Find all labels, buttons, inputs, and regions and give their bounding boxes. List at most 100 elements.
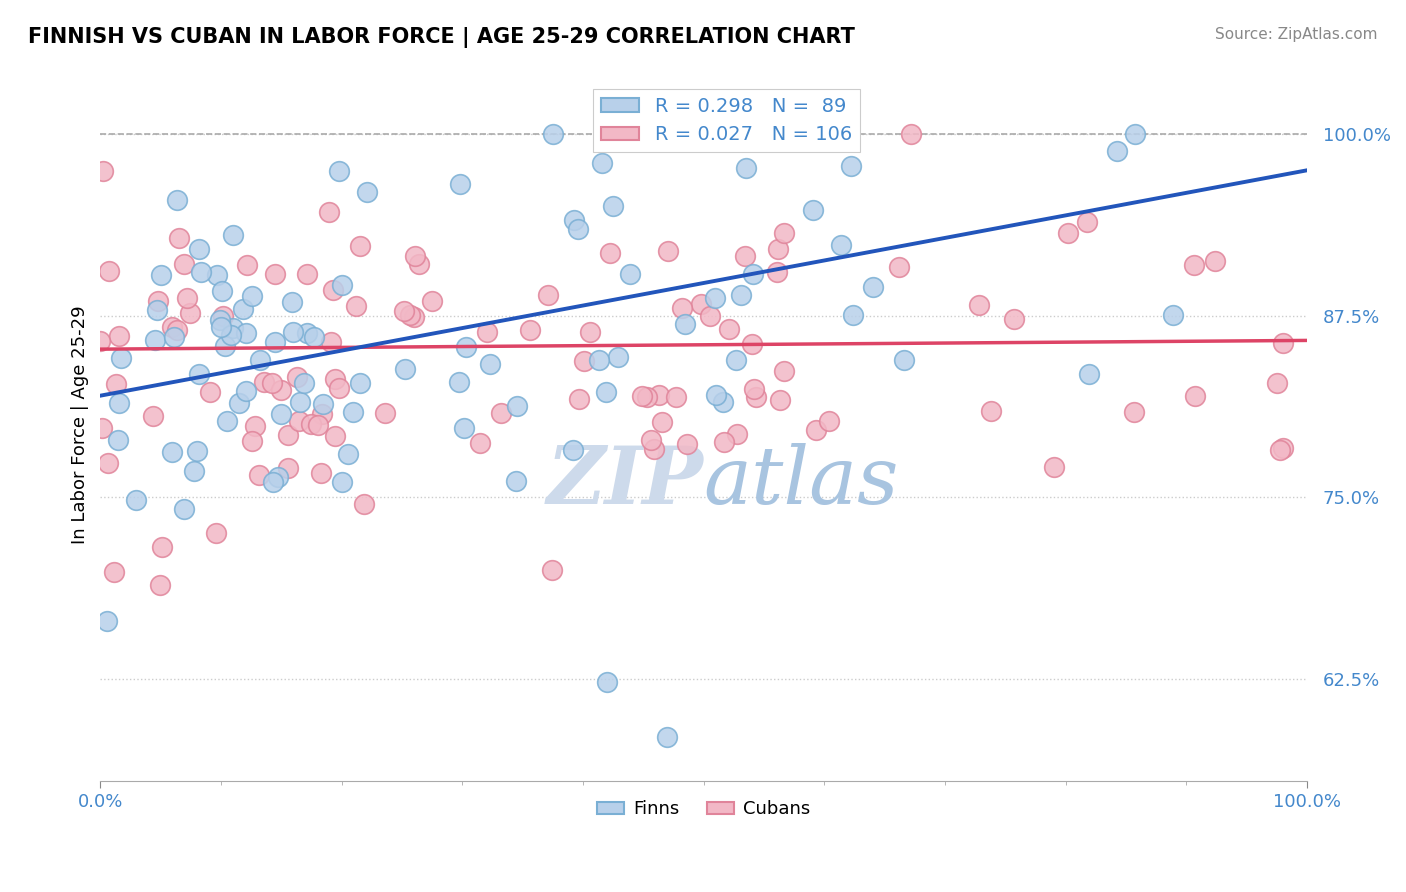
Point xyxy=(477,325,499,339)
Point xyxy=(1204,253,1226,268)
Point xyxy=(297,326,319,340)
Point xyxy=(704,291,727,305)
Point xyxy=(217,414,239,428)
Point xyxy=(209,313,232,327)
Point xyxy=(830,237,852,252)
Point xyxy=(222,321,245,335)
Point xyxy=(173,502,195,516)
Point xyxy=(188,367,211,381)
Point xyxy=(219,328,242,343)
Point xyxy=(394,304,416,318)
Point xyxy=(725,427,748,442)
Point xyxy=(318,205,340,219)
Point xyxy=(773,364,796,378)
Point xyxy=(142,409,165,423)
Point xyxy=(222,228,245,243)
Point xyxy=(309,467,332,481)
Point xyxy=(1056,226,1078,240)
Point xyxy=(205,526,228,541)
Point xyxy=(900,127,922,141)
Point xyxy=(657,244,679,259)
Point xyxy=(307,418,329,433)
Point xyxy=(449,375,471,389)
Point xyxy=(689,297,711,311)
Point xyxy=(773,226,796,240)
Point xyxy=(146,294,169,309)
Point xyxy=(893,352,915,367)
Point xyxy=(356,185,378,199)
Point xyxy=(562,212,585,227)
Point xyxy=(262,475,284,489)
Point xyxy=(1042,459,1064,474)
Point xyxy=(270,407,292,421)
Point xyxy=(294,376,316,390)
Point xyxy=(1078,368,1101,382)
Text: atlas: atlas xyxy=(703,443,898,521)
Point xyxy=(96,614,118,628)
Point xyxy=(97,264,120,278)
Point xyxy=(505,475,527,489)
Point xyxy=(804,423,827,437)
Point xyxy=(468,435,491,450)
Point xyxy=(285,370,308,384)
Point xyxy=(247,467,270,482)
Point xyxy=(449,177,471,191)
Point xyxy=(107,434,129,448)
Point xyxy=(149,578,172,592)
Point xyxy=(1272,441,1295,455)
Point xyxy=(295,267,318,281)
Point xyxy=(105,377,128,392)
Point xyxy=(967,298,990,312)
Point xyxy=(89,334,111,348)
Point xyxy=(745,390,768,404)
Point xyxy=(267,470,290,484)
Point xyxy=(725,127,748,141)
Point xyxy=(107,329,129,343)
Point xyxy=(420,293,443,308)
Point xyxy=(456,340,478,354)
Point xyxy=(1076,215,1098,229)
Point xyxy=(232,302,254,317)
Point xyxy=(302,329,325,343)
Point xyxy=(889,260,911,274)
Point xyxy=(734,249,756,263)
Point xyxy=(766,242,789,256)
Point xyxy=(1123,127,1146,141)
Point xyxy=(657,731,679,745)
Point xyxy=(724,352,747,367)
Point xyxy=(103,565,125,579)
Point xyxy=(262,376,284,390)
Point xyxy=(591,156,613,170)
Point xyxy=(270,383,292,397)
Point xyxy=(599,246,621,260)
Point xyxy=(607,350,630,364)
Point xyxy=(404,249,426,263)
Point xyxy=(277,427,299,442)
Legend: Finns, Cubans: Finns, Cubans xyxy=(591,793,817,825)
Point xyxy=(671,301,693,316)
Point xyxy=(162,329,184,343)
Text: ZIP: ZIP xyxy=(547,443,703,521)
Point xyxy=(209,320,232,334)
Point xyxy=(602,199,624,213)
Point xyxy=(322,283,344,297)
Point xyxy=(150,268,173,282)
Point xyxy=(394,362,416,376)
Text: Source: ZipAtlas.com: Source: ZipAtlas.com xyxy=(1215,27,1378,42)
Point xyxy=(596,675,619,690)
Point xyxy=(404,310,426,325)
Point xyxy=(187,242,209,256)
Point xyxy=(190,265,212,279)
Point xyxy=(1161,308,1184,322)
Point xyxy=(537,288,560,302)
Point xyxy=(1270,443,1292,458)
Point xyxy=(186,444,208,458)
Point xyxy=(328,381,350,395)
Point xyxy=(160,445,183,459)
Point xyxy=(240,289,263,303)
Point xyxy=(699,310,721,324)
Point xyxy=(342,405,364,419)
Point xyxy=(818,414,841,428)
Point xyxy=(214,339,236,353)
Point xyxy=(506,399,529,413)
